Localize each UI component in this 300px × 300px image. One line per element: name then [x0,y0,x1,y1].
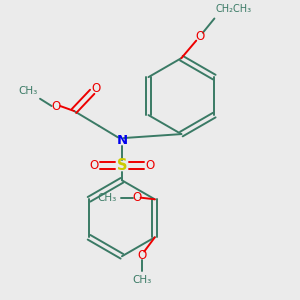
Text: CH₃: CH₃ [19,86,38,96]
Text: CH₃: CH₃ [132,275,151,285]
Text: O: O [92,82,101,95]
Text: O: O [89,159,98,172]
Text: O: O [132,191,141,204]
Text: CH₃: CH₃ [98,193,117,203]
Text: S: S [117,158,127,173]
Text: O: O [195,30,204,43]
Text: N: N [116,134,128,147]
Text: O: O [137,249,146,262]
Text: CH₂CH₃: CH₂CH₃ [215,4,251,14]
Text: O: O [51,100,61,112]
Text: O: O [146,159,154,172]
